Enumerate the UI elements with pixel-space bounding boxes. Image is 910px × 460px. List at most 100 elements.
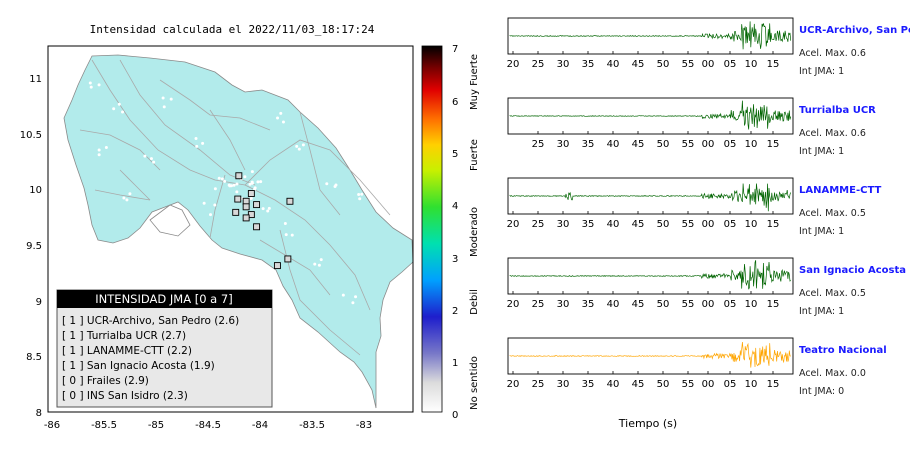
town-dot [128, 192, 132, 196]
town-dot [125, 198, 129, 202]
waveform [509, 100, 792, 130]
trace-tick-label: 20 [507, 379, 520, 390]
trace-tick-label: 05 [724, 59, 737, 70]
trace-tick-label: 25 [532, 299, 545, 310]
station-jma: Int JMA: 1 [799, 66, 844, 77]
trace-tick-label: 00 [702, 299, 715, 310]
station-name-link[interactable]: LANAMME-CTT [799, 185, 881, 196]
trace-tick-label: 40 [607, 219, 620, 230]
station-marker [253, 201, 261, 209]
town-dot [341, 293, 345, 297]
town-dot [248, 182, 252, 186]
station-jma: Int JMA: 1 [799, 146, 844, 157]
town-dot [279, 111, 283, 115]
town-dot [169, 97, 173, 101]
town-dot [266, 209, 270, 213]
trace-tick-label: 25 [532, 139, 545, 150]
trace-tick-label: 55 [682, 299, 695, 310]
trace-tick-label: 10 [745, 59, 758, 70]
trace-tick-label: 30 [557, 139, 570, 150]
colorbar-tick: 0 [452, 410, 458, 421]
town-dot [201, 141, 205, 145]
trace-tick-label: 40 [607, 139, 620, 150]
station-marker [242, 214, 250, 222]
town-dot [235, 190, 239, 194]
colorbar-tick: 7 [452, 44, 458, 55]
colorbar-label: No sentido [469, 356, 480, 410]
waveform [509, 21, 792, 50]
trace-tick-label: 30 [557, 59, 570, 70]
station-marker [253, 223, 261, 231]
colorbar-tick: 4 [452, 201, 458, 212]
trace-tick-label: 05 [724, 139, 737, 150]
town-dot [319, 258, 323, 262]
station-name-link[interactable]: Teatro Nacional [799, 345, 887, 356]
map-frame [47, 45, 414, 413]
colorbar-label: Moderado [469, 207, 480, 257]
waveform [509, 341, 791, 368]
trace-tick-label: 10 [745, 299, 758, 310]
trace-tick-label: 55 [682, 219, 695, 230]
trace-tick-label: 25 [532, 219, 545, 230]
trace-tick-label: 50 [657, 219, 670, 230]
town-dot [229, 184, 233, 188]
trace-tick-label: 25 [532, 379, 545, 390]
town-dot [267, 206, 271, 210]
town-dot [149, 157, 153, 161]
town-dot [97, 83, 101, 87]
legend-item: [ 1 ] San Ignacio Acosta (1.9) [62, 360, 215, 372]
trace-tick-label: 05 [724, 219, 737, 230]
town-dot [213, 203, 217, 207]
trace-tick-label: 00 [702, 219, 715, 230]
town-dot [301, 143, 305, 147]
trace-tick-label: 55 [682, 59, 695, 70]
town-dot [194, 137, 198, 141]
trace-tick-label: 40 [607, 59, 620, 70]
station-accel: Acel. Max. 0.5 [799, 288, 866, 299]
lat-tick: 11 [29, 74, 42, 85]
colorbar-label: Muy Fuerte [469, 54, 480, 110]
town-dot [283, 222, 287, 226]
trace-tick-label: 15 [767, 219, 780, 230]
town-dot [256, 180, 260, 184]
station-name-link[interactable]: UCR-Archivo, San Pedro [799, 25, 910, 36]
trace-tick-label: 30 [557, 379, 570, 390]
town-dot [220, 177, 224, 181]
trace-tick-label: 35 [582, 59, 595, 70]
trace-tick-label: 15 [767, 299, 780, 310]
nicoya-gulf [149, 204, 191, 237]
trace-tick-label: 35 [582, 299, 595, 310]
lon-tick: -84.5 [195, 420, 221, 431]
trace-tick-label: 50 [657, 59, 670, 70]
colorbar: 7 6 5 4 3 2 1 0 Muy Fuerte Fuerte Modera… [421, 44, 480, 421]
trace-tick-label: 35 [582, 139, 595, 150]
town-dot [209, 213, 213, 217]
legend-item: [ 0 ] INS San Isidro (2.3) [62, 390, 188, 402]
trace-tick-label: 45 [632, 379, 645, 390]
station-name-link[interactable]: Turrialba UCR [799, 105, 876, 116]
station-name-link[interactable]: San Ignacio Acosta [799, 265, 906, 276]
station-marker [286, 197, 294, 205]
lon-tick: -86 [44, 420, 60, 431]
town-dot [112, 107, 116, 111]
town-dot [351, 301, 355, 305]
colorbar-tick: 6 [452, 97, 458, 108]
trace-tick-label: 45 [632, 139, 645, 150]
town-dot [143, 154, 147, 158]
colorbar-label: Fuerte [469, 139, 480, 171]
station-marker [234, 195, 242, 203]
lat-tick: 10.5 [20, 130, 42, 141]
trace-tick-label: 10 [745, 139, 758, 150]
town-dot [261, 207, 265, 211]
map-plot [63, 54, 413, 409]
waveform-panels: 20 25 30 35 40 45 50 55 00 05 10 15 UCR-Archivo, San… [507, 17, 910, 397]
waveform [509, 183, 792, 212]
trace-tick-label: 10 [745, 379, 758, 390]
town-dot [317, 263, 321, 267]
trace-tick-label: 55 [682, 139, 695, 150]
trace-tick-label: 10 [745, 219, 758, 230]
lon-tick: -84 [252, 420, 268, 431]
lon-tick: -83.5 [299, 420, 325, 431]
station-jma: Int JMA: 1 [799, 226, 844, 237]
station-jma: Int JMA: 0 [799, 386, 844, 397]
